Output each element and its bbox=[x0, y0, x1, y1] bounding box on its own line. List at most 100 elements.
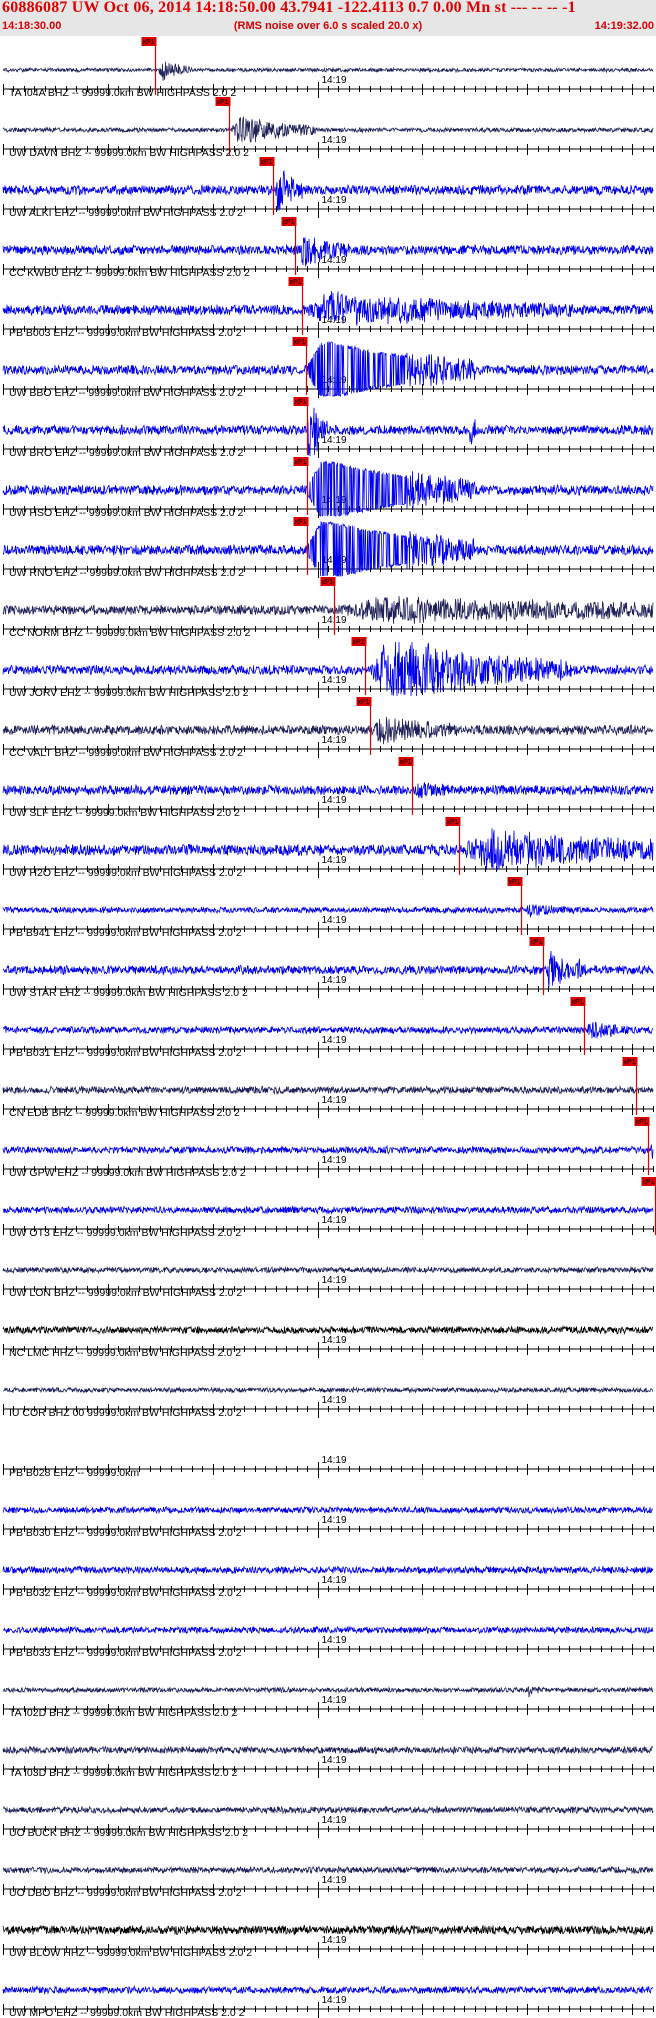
waveform-trace bbox=[2, 1143, 654, 1159]
minute-label: 14:19 bbox=[322, 1035, 347, 1046]
station-label: UW OT3 EHZ -- 99999.0km BW HIGHPASS 2.0 … bbox=[9, 1227, 241, 1239]
p-pick-label: xP1 bbox=[447, 819, 459, 826]
p-pick-flag bbox=[215, 97, 231, 106]
station-label: TA I02D BHZ -- 99999.0km BW HIGHPASS 2.0… bbox=[9, 1707, 238, 1719]
p-pick-flag bbox=[281, 217, 297, 226]
p-pick-label: xP1 bbox=[143, 39, 155, 46]
minute-label: 14:19 bbox=[322, 915, 347, 926]
minute-label: 14:19 bbox=[322, 1335, 347, 1346]
minute-label: 14:19 bbox=[322, 1875, 347, 1886]
p-pick-label: xP1 bbox=[283, 219, 295, 226]
station-label: PB B032 EHZ -- 99999.0km BW HIGHPASS 2.0… bbox=[9, 1587, 242, 1599]
minute-label: 14:19 bbox=[322, 1095, 347, 1106]
p-pick-label: xP1 bbox=[572, 999, 584, 1006]
waveform-trace bbox=[2, 407, 654, 457]
minute-label: 14:19 bbox=[322, 435, 347, 446]
p-pick-flag bbox=[293, 517, 309, 526]
waveform-trace bbox=[2, 1505, 654, 1515]
p-pick-label: xP1 bbox=[643, 1179, 655, 1186]
p-pick-flag bbox=[293, 397, 309, 406]
minute-label: 14:19 bbox=[322, 1935, 347, 1946]
station-label: UW LON BHZ -- 99999.0km BW HIGHPASS 2.0 … bbox=[9, 1287, 242, 1299]
waveform-trace bbox=[2, 1385, 654, 1394]
p-pick-flag bbox=[351, 637, 367, 646]
waveform-trace bbox=[2, 290, 654, 326]
waveform-trace bbox=[2, 950, 654, 987]
p-pick-flag bbox=[288, 277, 304, 286]
waveform-trace bbox=[2, 61, 654, 81]
waveform-trace bbox=[2, 1924, 654, 1936]
waveform-trace bbox=[2, 520, 654, 578]
station-label: PB B028 EHZ -- 99999.0km bbox=[9, 1467, 139, 1479]
waveform-trace bbox=[2, 1805, 654, 1815]
station-label: CC NORM BHZ -- 99999.0km BW HIGHPASS 2.0… bbox=[9, 627, 251, 639]
minute-label: 14:19 bbox=[322, 1995, 347, 2006]
noise-subtitle: (RMS noise over 6.0 s scaled 20.0 x) bbox=[233, 20, 423, 32]
station-label: UO BUCK BHZ -- 99999.0km BW HIGHPASS 2.0… bbox=[9, 1827, 248, 1839]
minute-label: 14:19 bbox=[322, 1275, 347, 1286]
minute-label: 14:19 bbox=[322, 855, 347, 866]
trace-row: 14:19 xP1 UW SLF EHZ -- 99999.0km BW HIGHP… bbox=[2, 757, 654, 819]
p-pick-label: xP1 bbox=[636, 1119, 648, 1126]
station-label: UW BRO EHZ -- 99999.0km BW HIGHPASS 2.0 … bbox=[9, 447, 244, 459]
station-label: PB B003 EHZ -- 99999.0km BW HIGHPASS 2.0… bbox=[9, 327, 242, 339]
trace-row: 14:19 xP1 UW GPW EHZ -- 99999.0km BW HIGHP… bbox=[2, 1117, 654, 1179]
p-pick-flag bbox=[622, 1057, 638, 1066]
trace-row: 14:19 TA I03D BHZ -- 99999.0km BW HIGHPAS… bbox=[2, 1745, 654, 1779]
trace-row: 14:19 xP1 UW H2O EHZ -- 99999.0km BW HIGHP… bbox=[2, 817, 654, 879]
trace-row: 14:19 PB B032 EHZ -- 99999.0km BW HIGHPAS… bbox=[2, 1565, 654, 1599]
station-label: PB B033 EHZ -- 99999.0km BW HIGHPASS 2.0… bbox=[9, 1647, 242, 1659]
waveform-trace bbox=[2, 1745, 654, 1755]
station-label: PB B031 EHZ -- 99999.0km BW HIGHPASS 2.0… bbox=[9, 1047, 242, 1059]
p-pick-label: xP1 bbox=[322, 579, 334, 586]
station-label: TA I04A BHZ -- 99999.0km BW HIGHPASS 2.0… bbox=[9, 87, 236, 99]
p-pick-label: xP1 bbox=[295, 399, 307, 406]
station-label: IU COR BHZ 00 99999.0km BW HIGHPASS 2.0 … bbox=[9, 1407, 242, 1419]
minute-label: 14:19 bbox=[322, 1455, 347, 1466]
waveform-trace bbox=[2, 1204, 654, 1216]
station-label: UW DAVN BHZ -- 99999.0km BW HIGHPASS 2.0… bbox=[9, 147, 249, 159]
trace-row: 14:19 TA I02D BHZ -- 99999.0km BW HIGHPAS… bbox=[2, 1686, 654, 1719]
waveform-trace bbox=[2, 116, 654, 143]
station-label: UW MPO EHZ -- 99999.0km BW HIGHPASS 2.0 … bbox=[9, 2007, 245, 2018]
p-pick-flag bbox=[141, 37, 157, 46]
waveform-trace bbox=[2, 1865, 654, 1875]
minute-label: 14:19 bbox=[322, 1215, 347, 1226]
p-pick-label: xP1 bbox=[295, 459, 307, 466]
p-pick-label: xP1 bbox=[217, 99, 229, 106]
p-pick-label: xP1 bbox=[358, 699, 370, 706]
p-pick-label: xP1 bbox=[624, 1059, 636, 1066]
station-label: UW HSO EHZ -- 99999.0km BW HIGHPASS 2.0 … bbox=[9, 507, 244, 519]
end-time: 14:19:32.00 bbox=[594, 20, 654, 32]
waveform-trace bbox=[2, 169, 654, 211]
p-pick-label: xP1 bbox=[509, 879, 521, 886]
waveform-trace bbox=[2, 641, 654, 697]
p-pick-label: xP1 bbox=[261, 159, 273, 166]
waveform-trace bbox=[2, 716, 654, 745]
waveform-trace bbox=[2, 460, 654, 517]
p-pick-flag bbox=[356, 697, 372, 706]
trace-row: 14:19 xP1 UW STAR EHZ -- 99999.0km BW HIGH… bbox=[2, 937, 654, 999]
minute-label: 14:19 bbox=[322, 1395, 347, 1406]
p-pick-label: xP1 bbox=[353, 639, 365, 646]
minute-label: 14:19 bbox=[322, 75, 347, 86]
p-pick-label: xP1 bbox=[294, 339, 306, 346]
minute-label: 14:19 bbox=[322, 255, 347, 266]
station-label: CN EDB BHZ -- 99999.0km BW HIGHPASS 2.0 … bbox=[9, 1107, 240, 1119]
p-pick-flag bbox=[445, 817, 461, 826]
p-pick-flag bbox=[641, 1177, 656, 1186]
station-label: UO DBO BHZ -- 99999.0km BW HIGHPASS 2.0 … bbox=[9, 1887, 242, 1899]
waveform-trace bbox=[2, 596, 654, 624]
waveform-trace bbox=[2, 1084, 654, 1095]
station-label: UW BBO EHZ -- 99999.0km BW HIGHPASS 2.0 … bbox=[9, 387, 243, 399]
station-label: UW RNO EHZ -- 99999.0km BW HIGHPASS 2.0 … bbox=[9, 567, 244, 579]
trace-row: 14:19 xP1 TA I04A BHZ -- 99999.0km BW HIGH… bbox=[2, 37, 654, 99]
waveform-trace bbox=[2, 1324, 654, 1335]
p-pick-label: xP1 bbox=[531, 939, 543, 946]
trace-row: 14:19 xP1 CN EDB BHZ -- 99999.0km BW HIGHP… bbox=[2, 1057, 654, 1119]
event-title: 60886087 UW Oct 06, 2014 14:18:50.00 43.… bbox=[2, 0, 576, 16]
